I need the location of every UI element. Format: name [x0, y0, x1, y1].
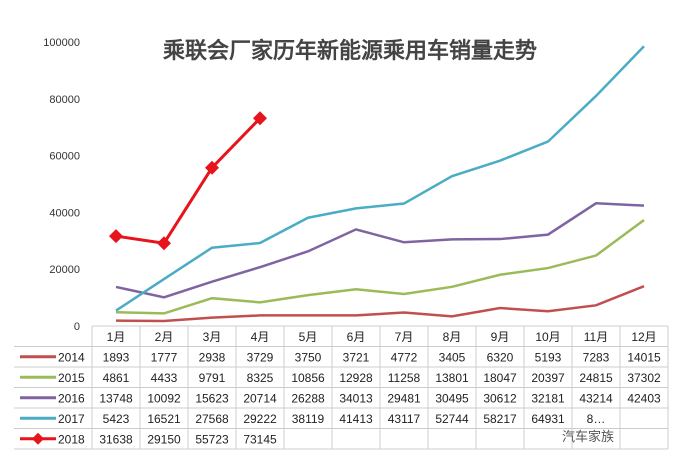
y-tick-label: 100000	[43, 37, 80, 49]
watermark: 汽车家族	[562, 430, 615, 445]
table-cell: 43117	[388, 412, 421, 426]
data-point-2018	[157, 236, 171, 251]
table-cell: 14015	[627, 351, 661, 365]
legend-label: 2015	[58, 371, 85, 385]
data-point-2018	[109, 229, 123, 244]
y-tick-label: 20000	[49, 264, 80, 276]
series-line-2015	[115, 219, 645, 315]
chart-title: 乘联会厂家历年新能源乘用车销量走势	[162, 38, 537, 64]
x-category-label: 6月	[347, 330, 366, 344]
table-cell: 43214	[579, 392, 613, 406]
table-cell: 58217	[483, 412, 517, 426]
x-category-label: 2月	[155, 330, 174, 344]
series-line-2014	[115, 285, 645, 323]
table-cell: 5193	[535, 351, 562, 365]
x-category-label: 8月	[443, 330, 462, 344]
x-category-label: 1月	[107, 330, 126, 344]
legend-label: 2017	[58, 412, 85, 426]
table-cell: 27568	[195, 412, 229, 426]
table-cell: 18047	[483, 371, 517, 385]
table-cell: 4433	[151, 371, 178, 385]
x-category-label: 10月	[535, 330, 560, 344]
table-cell: 37302	[627, 371, 661, 385]
table-cell: 7283	[583, 351, 610, 365]
table-cell: 8…	[587, 412, 606, 426]
table-cell: 55723	[195, 433, 229, 447]
table-cell: 10856	[291, 371, 325, 385]
table-cell: 1893	[103, 351, 130, 365]
table-cell: 42403	[627, 392, 661, 406]
table-cell: 34013	[339, 392, 373, 406]
table-cell: 29222	[243, 412, 277, 426]
table-cell: 24815	[579, 371, 613, 385]
table-cell: 30495	[435, 392, 469, 406]
table-cell: 64931	[531, 412, 565, 426]
table-cell: 6320	[487, 351, 514, 365]
table-cell: 10092	[147, 392, 181, 406]
table-cell: 3721	[343, 351, 370, 365]
table-cell: 4861	[103, 371, 130, 385]
legend-label: 2014	[58, 351, 85, 365]
table-cell: 38119	[292, 412, 325, 426]
x-category-label: 9月	[491, 330, 510, 344]
table-cell: 52744	[435, 412, 469, 426]
y-tick-label: 60000	[49, 151, 80, 163]
table-cell: 4772	[391, 351, 418, 365]
table-cell: 13748	[99, 392, 133, 406]
y-tick-label: 0	[74, 321, 80, 333]
table-cell: 3729	[247, 351, 274, 365]
table-cell: 8325	[247, 371, 274, 385]
x-category-label: 3月	[203, 330, 222, 344]
table-cell: 29481	[387, 392, 421, 406]
y-tick-label: 80000	[49, 94, 80, 106]
table-cell: 13801	[435, 371, 469, 385]
table-cell: 15623	[195, 392, 229, 406]
data-point-2018	[253, 111, 267, 126]
legend-label: 2016	[58, 392, 85, 406]
series-line-2016	[115, 202, 645, 299]
table-cell: 26288	[291, 392, 325, 406]
series-line-2018	[115, 117, 262, 245]
table-cell: 41413	[339, 412, 373, 426]
data-point-2018	[205, 160, 219, 175]
y-tick-label: 40000	[49, 207, 80, 219]
table-cell: 3750	[295, 351, 322, 365]
table-cell: 29150	[147, 433, 181, 447]
table-cell: 30612	[483, 392, 517, 406]
series-line-2017	[115, 45, 645, 312]
table-cell: 12928	[339, 371, 373, 385]
x-category-label: 12月	[631, 330, 656, 344]
x-category-label: 5月	[299, 330, 318, 344]
legend-label: 2018	[58, 433, 85, 447]
x-category-label: 11月	[584, 330, 608, 344]
table-cell: 32181	[531, 392, 565, 406]
table-cell: 3405	[439, 351, 466, 365]
table-cell: 5423	[103, 412, 130, 426]
legend-marker-2018	[32, 432, 44, 445]
table-cell: 2938	[199, 351, 226, 365]
table-cell: 73145	[243, 433, 277, 447]
table-cell: 31638	[99, 433, 133, 447]
table-cell: 16521	[147, 412, 181, 426]
table-cell: 1777	[151, 351, 178, 365]
x-category-label: 4月	[251, 330, 270, 344]
x-category-label: 7月	[395, 330, 414, 344]
table-cell: 20714	[243, 392, 277, 406]
table-cell: 9791	[199, 371, 226, 385]
table-cell: 11258	[388, 371, 421, 385]
table-cell: 20397	[531, 371, 565, 385]
